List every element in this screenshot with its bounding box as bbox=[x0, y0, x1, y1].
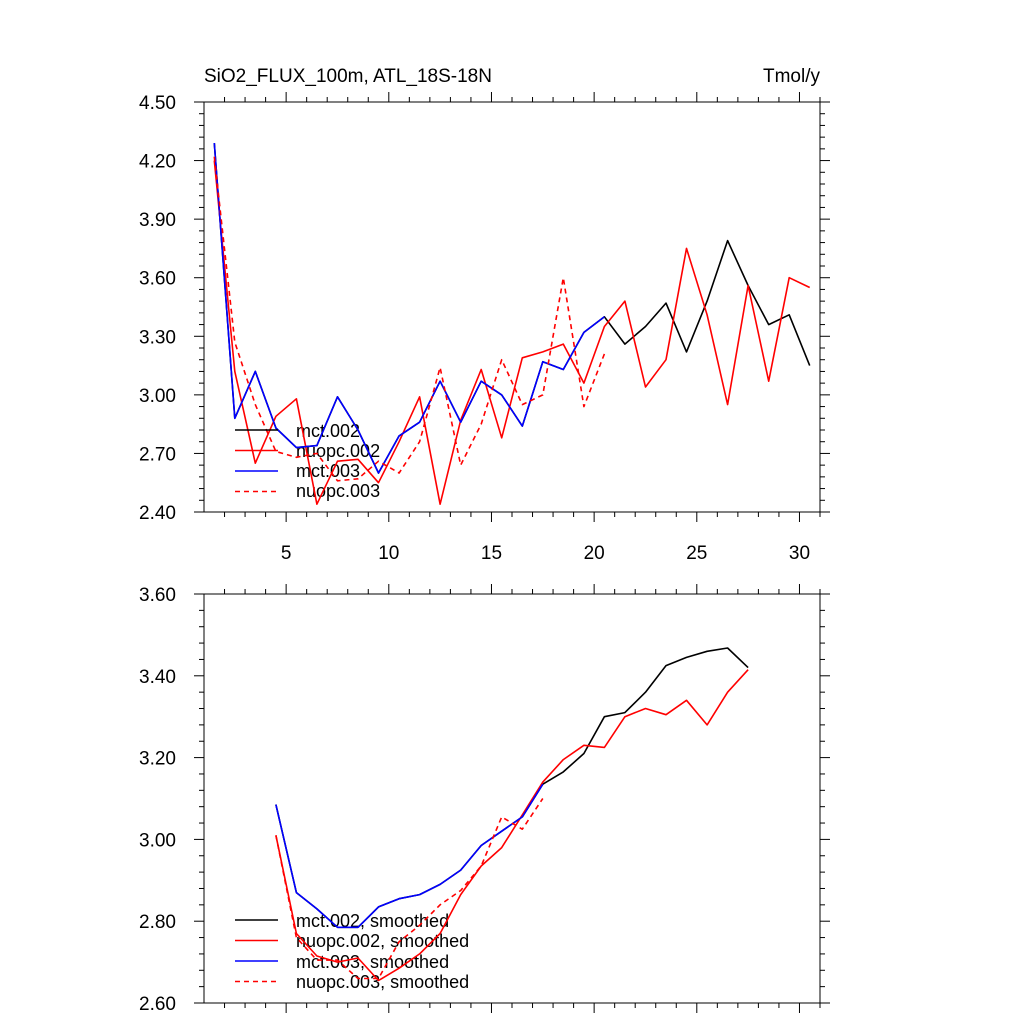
x-tick-label: 15 bbox=[481, 543, 502, 564]
y-tick-label: 3.90 bbox=[139, 210, 176, 231]
legend-label-nuopc-003-smoothed: nuopc.003, smoothed bbox=[296, 972, 469, 992]
y-tick-label: 3.40 bbox=[139, 667, 176, 688]
y-tick-label: 4.50 bbox=[139, 93, 176, 114]
legend-label-mct-002: mct.002 bbox=[296, 421, 360, 441]
bottom-chart: mct.002, smoothed nuopc.002, smoothed mc… bbox=[139, 584, 830, 1015]
series-group bbox=[275, 647, 749, 982]
legend-label-mct-003-smoothed: mct.003, smoothed bbox=[296, 952, 449, 972]
series-group bbox=[213, 142, 811, 506]
chart-title: SiO2_FLUX_100m, ATL_18S-18N bbox=[204, 66, 492, 87]
x-tick-label: 5 bbox=[281, 543, 292, 564]
x-tick-label: 30 bbox=[789, 543, 810, 564]
series-line-nuopc-002 bbox=[213, 160, 811, 506]
series-line-mct-002-smoothed bbox=[275, 647, 749, 929]
y-tick-label: 3.60 bbox=[139, 269, 176, 290]
legend-label-mct-003: mct.003 bbox=[296, 461, 360, 481]
y-tick-label: 2.60 bbox=[139, 994, 176, 1015]
y-tick-label: 3.00 bbox=[139, 386, 176, 407]
y-tick-label: 4.20 bbox=[139, 152, 176, 173]
y-tick-label: 3.30 bbox=[139, 327, 176, 348]
chart-units: Tmol/y bbox=[763, 66, 821, 87]
y-tick-label: 2.80 bbox=[139, 912, 176, 933]
y-tick-label: 2.40 bbox=[139, 503, 176, 524]
top-chart: SiO2_FLUX_100m, ATL_18S-18N Tmol/y mct.0… bbox=[139, 66, 830, 564]
series-line-nuopc-002-smoothed bbox=[275, 669, 749, 982]
y-tick-label: 3.00 bbox=[139, 830, 176, 851]
series-line-nuopc-003-smoothed bbox=[275, 798, 544, 980]
series-line-mct-003-smoothed bbox=[275, 783, 544, 929]
x-tick-label: 25 bbox=[686, 543, 707, 564]
x-tick-label: 10 bbox=[378, 543, 399, 564]
series-line-nuopc-003 bbox=[213, 156, 606, 482]
y-tick-label: 3.60 bbox=[139, 585, 176, 606]
legend-label-nuopc-002-smoothed: nuopc.002, smoothed bbox=[296, 931, 469, 951]
series-line-mct-003 bbox=[213, 142, 605, 474]
y-tick-label: 2.70 bbox=[139, 444, 176, 465]
legend-label-mct-002-smoothed: mct.002, smoothed bbox=[296, 911, 449, 931]
legend-label-nuopc-003: nuopc.003 bbox=[296, 481, 380, 501]
y-tick-label: 3.20 bbox=[139, 749, 176, 770]
x-tick-label: 20 bbox=[584, 543, 605, 564]
